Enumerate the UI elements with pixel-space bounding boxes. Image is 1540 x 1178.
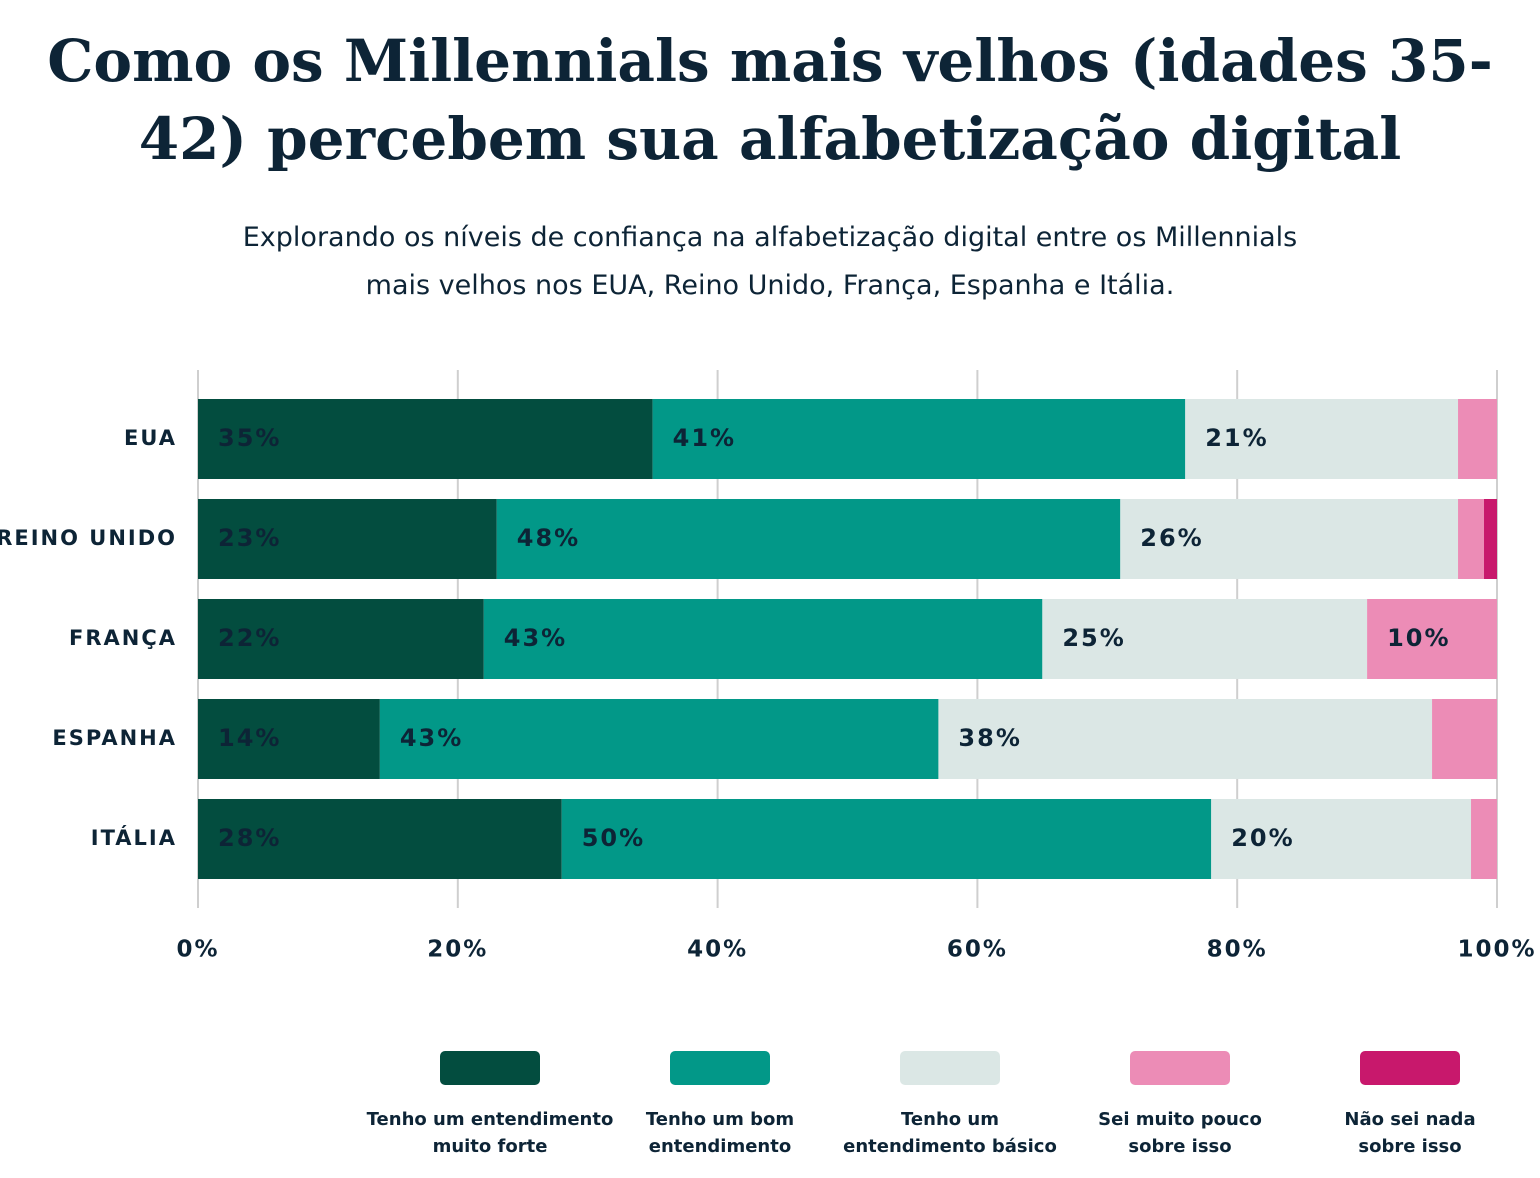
legend-label: Não sei nada sobre isso	[1344, 1109, 1476, 1157]
value-label: 14%	[218, 724, 281, 752]
value-label: 21%	[1205, 424, 1268, 452]
bar-segment	[938, 699, 1433, 779]
y-tick-label: ITÁLIA	[91, 825, 177, 850]
y-tick-label: REINO UNIDO	[0, 526, 177, 550]
bar-segment	[1185, 399, 1459, 479]
value-label: 10%	[1387, 624, 1450, 652]
bar-segment	[198, 799, 562, 879]
legend-label: Tenho um entendimento muito forte	[366, 1109, 614, 1157]
legend-label: Sei muito pouco sobre isso	[1098, 1109, 1262, 1157]
value-label: 50%	[582, 824, 645, 852]
x-tick-label: 80%	[1207, 937, 1268, 963]
y-tick-label: ESPANHA	[52, 726, 177, 750]
legend-label: Tenho um bom entendimento	[645, 1109, 795, 1157]
bar-segment	[1211, 799, 1472, 879]
value-label: 26%	[1140, 524, 1203, 552]
bar-segment	[483, 599, 1043, 679]
legend-swatch	[900, 1051, 1000, 1085]
bar-segment	[198, 399, 653, 479]
value-label: 25%	[1062, 624, 1125, 652]
bar-segment	[1432, 699, 1497, 779]
bar-segment	[1458, 499, 1485, 579]
bar-segment	[1367, 599, 1497, 679]
legend-swatch	[440, 1051, 540, 1085]
bar-segment	[198, 599, 484, 679]
x-tick-label: 60%	[947, 937, 1008, 963]
x-tick-label: 20%	[427, 937, 488, 963]
value-label: 41%	[673, 424, 736, 452]
bar-segment	[652, 399, 1186, 479]
x-tick-label: 40%	[687, 937, 748, 963]
bar-segment	[1120, 499, 1459, 579]
value-label: 43%	[504, 624, 567, 652]
value-label: 38%	[958, 724, 1021, 752]
bar-segment	[1458, 399, 1497, 479]
value-label: 22%	[218, 624, 281, 652]
value-label: 28%	[218, 824, 281, 852]
chart-title: Como os Millennials mais velhos (idades …	[47, 27, 1493, 173]
y-tick-label: FRANÇA	[69, 626, 177, 650]
value-label: 35%	[218, 424, 281, 452]
x-tick-label: 0%	[176, 937, 219, 963]
bar-segment	[198, 699, 380, 779]
x-tick-label: 100%	[1457, 937, 1536, 963]
value-label: 43%	[400, 724, 463, 752]
legend-swatch	[1360, 1051, 1460, 1085]
bar-segment	[1471, 799, 1497, 879]
bar-segment	[561, 799, 1212, 879]
bar-segment	[1484, 499, 1497, 579]
bar-segment	[1042, 599, 1368, 679]
bar-segment	[198, 499, 497, 579]
legend-swatch	[670, 1051, 770, 1085]
value-label: 23%	[218, 524, 281, 552]
bar-segment	[379, 699, 939, 779]
legend-swatch	[1130, 1051, 1230, 1085]
chart-subtitle: Explorando os níveis de confiança na alf…	[242, 222, 1298, 301]
bar-segment	[496, 499, 1121, 579]
value-label: 48%	[517, 524, 580, 552]
value-label: 20%	[1231, 824, 1294, 852]
legend-label: Tenho um entendimento básico	[843, 1109, 1057, 1157]
y-tick-label: EUA	[124, 426, 177, 450]
